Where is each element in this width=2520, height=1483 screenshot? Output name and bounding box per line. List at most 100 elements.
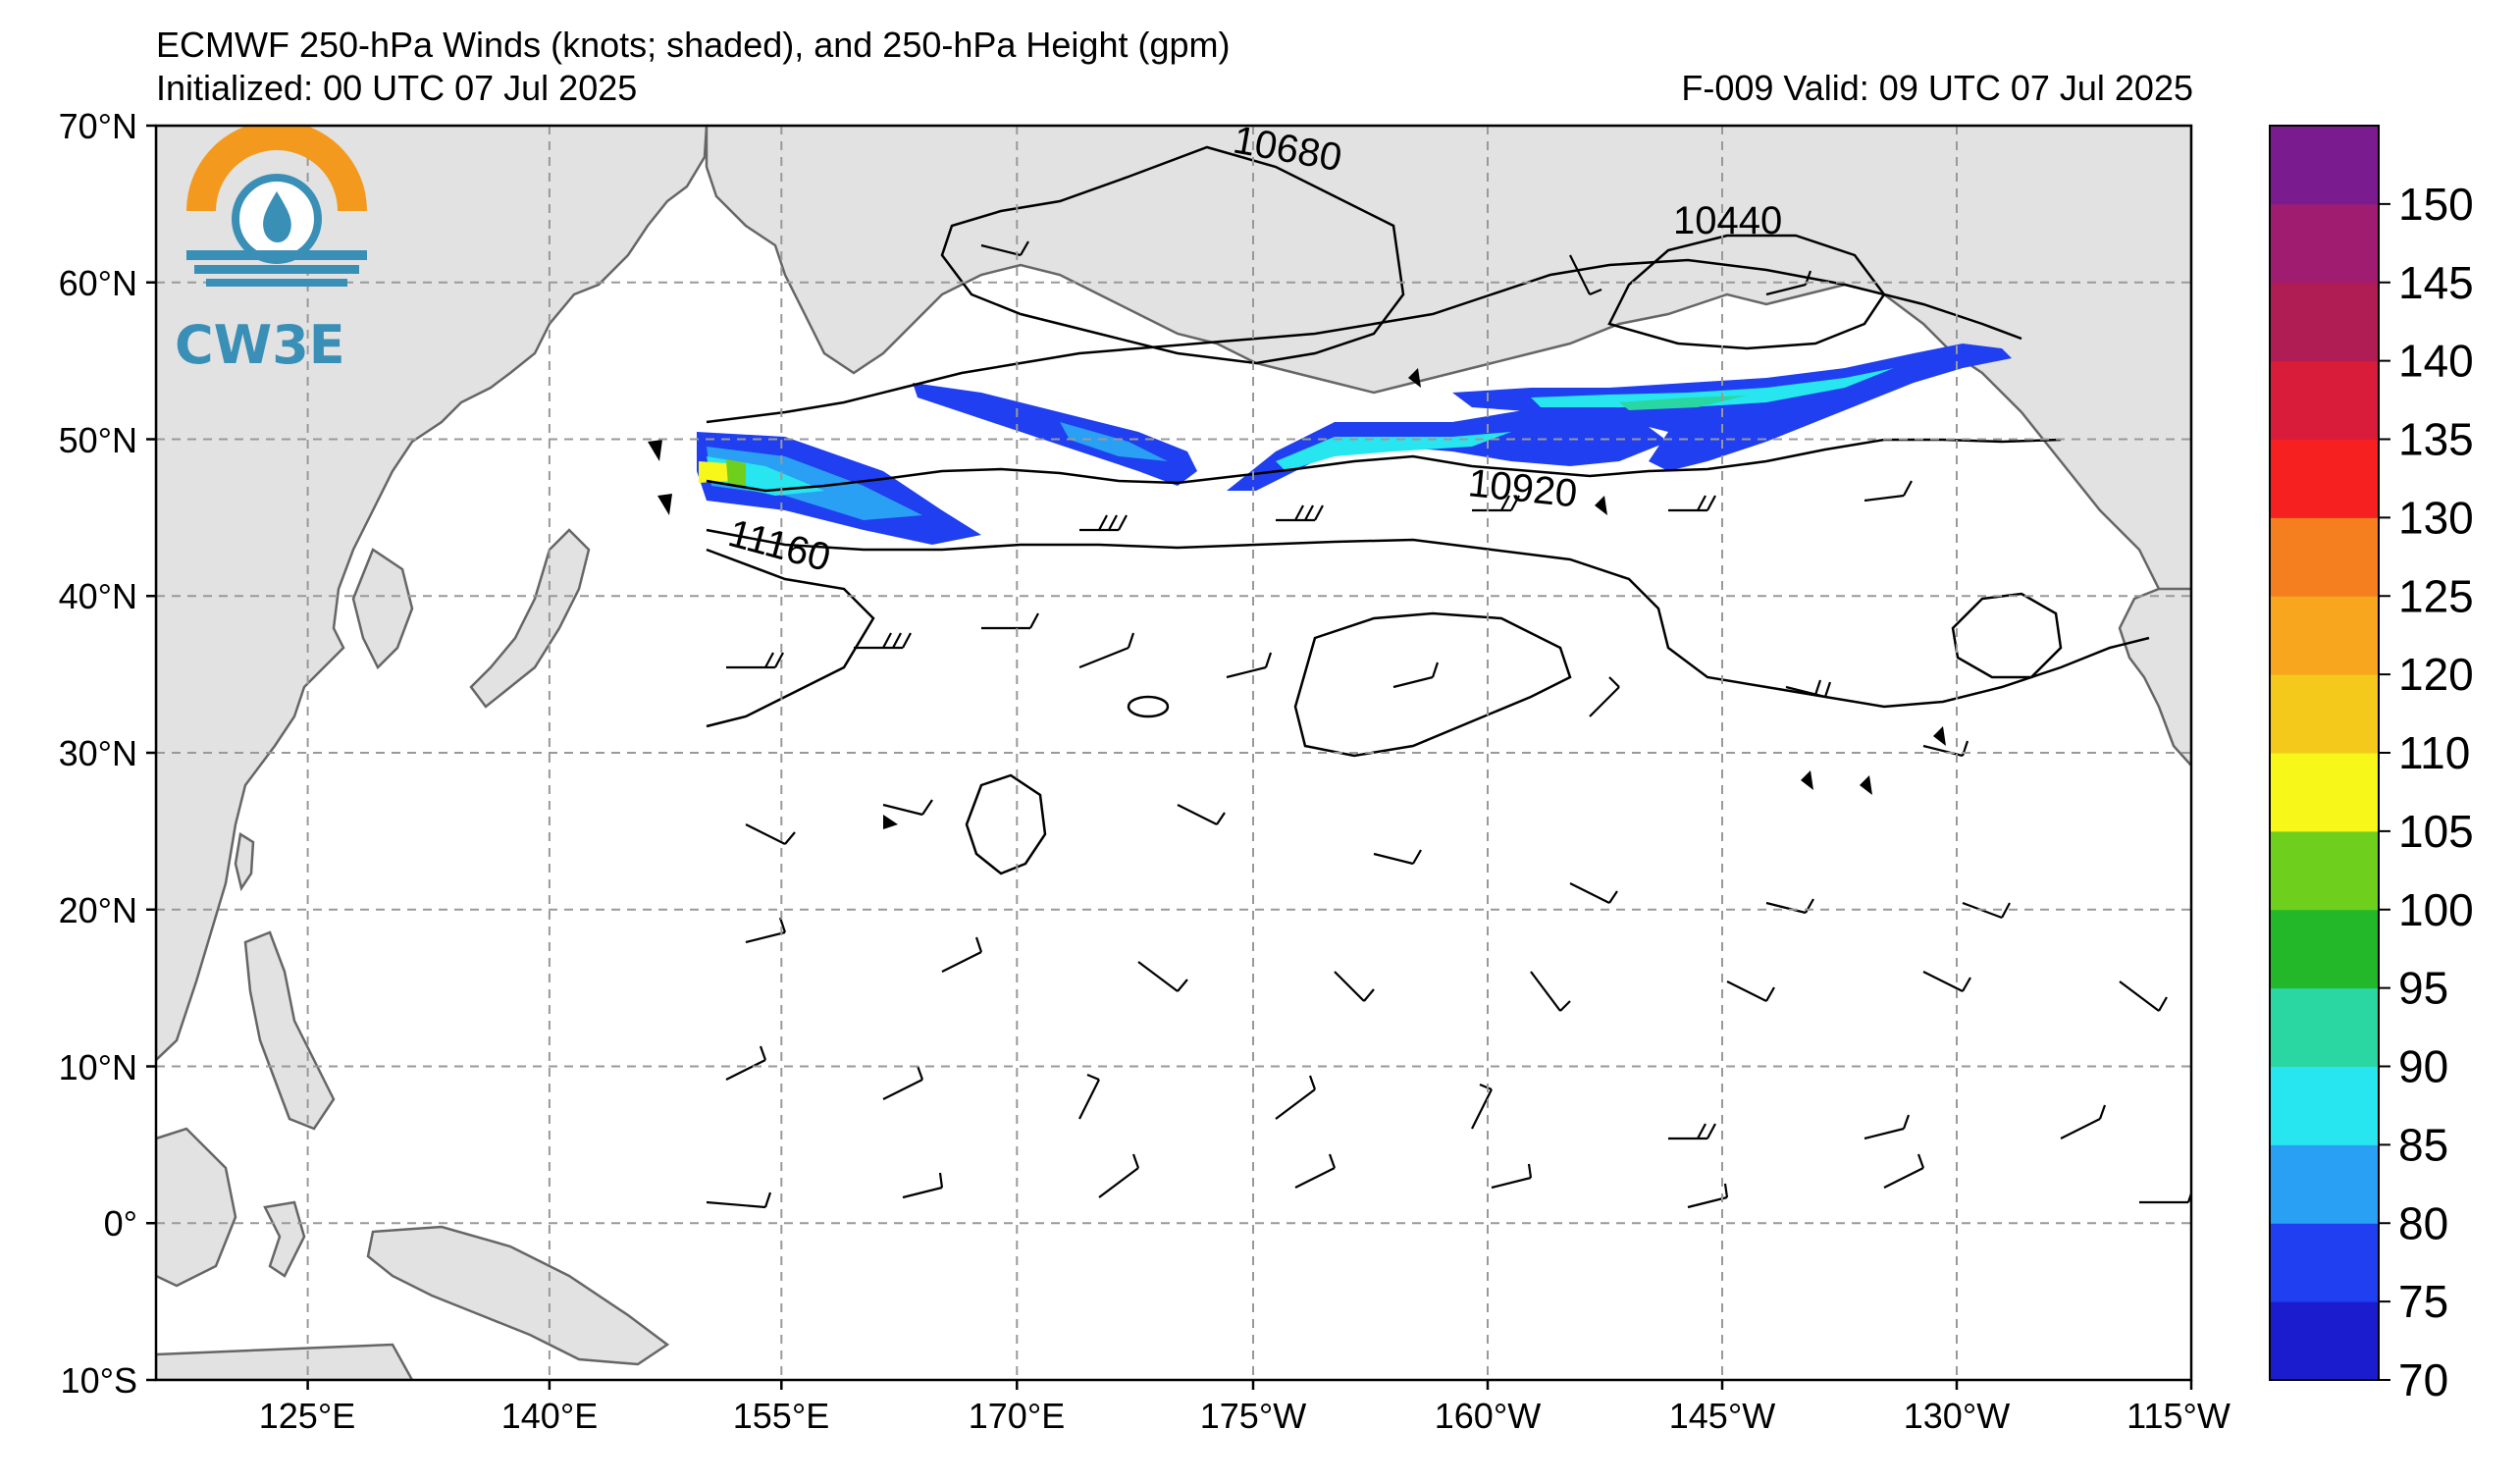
lon-tick-label: 155°E <box>733 1396 829 1436</box>
jet-core-west-inner <box>707 447 922 520</box>
colorbar-label: 150 <box>2398 179 2474 230</box>
wind-barb <box>1226 652 1273 679</box>
lon-tick-label: 145°W <box>1669 1396 1775 1436</box>
colorbar-swatch <box>2270 1223 2379 1302</box>
cw3e-logo: CW3E <box>175 126 367 376</box>
wind-barb <box>726 652 784 669</box>
contour-label: 10440 <box>1673 199 1782 242</box>
wind-barb <box>1668 1123 1716 1140</box>
jet-aleutian <box>913 383 1197 486</box>
wind-barb <box>1883 1153 1925 1189</box>
lon-tick-label: 115°W <box>2126 1396 2231 1436</box>
colorbar-label: 95 <box>2398 963 2448 1014</box>
colorbar-label: 100 <box>2398 884 2474 935</box>
wind-barb <box>1098 1153 1140 1198</box>
asia-landmass <box>156 126 709 1062</box>
wind-barb <box>1491 1163 1533 1190</box>
jet-max-green <box>726 459 746 486</box>
pennant-flag <box>648 440 662 461</box>
pennant-flag <box>1801 770 1813 790</box>
colorbar-label: 105 <box>2398 806 2474 857</box>
contour-south-west <box>706 548 875 728</box>
logo-text: CW3E <box>175 314 345 376</box>
wind-barb <box>902 1172 944 1199</box>
lon-tick-label: 125°E <box>259 1396 355 1436</box>
logo-wave <box>186 250 367 260</box>
wind-barb <box>1276 504 1324 522</box>
logo-wave <box>206 279 347 287</box>
wind-barb <box>1177 804 1226 825</box>
lat-tick-label: 20°N <box>59 890 137 930</box>
colorbar-label: 135 <box>2398 414 2474 465</box>
wind-barb <box>1392 662 1440 689</box>
logo-wave <box>194 265 359 274</box>
wind-barb <box>706 1192 772 1209</box>
wind-barb <box>2119 980 2168 1012</box>
height-contours <box>706 145 2150 875</box>
lat-tick-label: 10°S <box>61 1360 137 1401</box>
wind-barb <box>1569 882 1618 904</box>
lat-tick-label: 30°N <box>59 733 137 773</box>
wind-barb <box>1079 514 1128 532</box>
colorbar-swatch <box>2270 126 2379 205</box>
north-america-coast <box>2118 587 2191 768</box>
alaska-landmass <box>705 126 2191 610</box>
colorbar-swatch <box>2270 830 2379 911</box>
wind-barb <box>980 240 1029 257</box>
korea-peninsula <box>351 548 414 670</box>
wind-barb <box>882 1065 924 1100</box>
graticule <box>156 126 2191 1380</box>
colorbar-label: 90 <box>2398 1041 2448 1092</box>
wind-barb <box>854 632 912 650</box>
contour-10680 <box>940 145 1405 365</box>
wind-barb <box>1137 961 1188 992</box>
lat-tick-label: 40°N <box>59 576 137 616</box>
lon-tick-label: 170°E <box>969 1396 1065 1436</box>
colorbar-label: 140 <box>2398 336 2474 387</box>
colorbar-swatch <box>2270 1066 2379 1145</box>
wind-barb <box>1471 1083 1493 1130</box>
jet-northeast-green <box>1619 396 1747 410</box>
wind-barb <box>1864 1114 1911 1140</box>
colorbar-label: 80 <box>2398 1197 2448 1248</box>
contour-10920-b <box>706 438 2062 493</box>
wind-barb <box>1078 632 1135 669</box>
colorbar: 70 75 80 85 90 95 100 105 110 120 125 130 135 140 145 1… <box>2269 125 2474 1405</box>
new-guinea-island <box>366 1225 670 1366</box>
drop-shape <box>263 191 291 242</box>
contour-low-small <box>965 773 1047 875</box>
wind-barb <box>1530 971 1571 1012</box>
wind-barb <box>1472 495 1520 512</box>
wind-barb <box>1589 676 1620 717</box>
colorbar-swatch <box>2270 360 2379 440</box>
philippines-islands <box>243 930 336 1131</box>
wind-barb <box>1922 971 1971 992</box>
pennant-flag <box>1860 775 1872 795</box>
lat-labels: 70°N 60°N 50°N 40°N 30°N 20°N 10°N 0° 10… <box>59 106 137 1401</box>
wind-barb <box>2060 1104 2107 1139</box>
contour-high-east <box>1293 611 1572 758</box>
jet-max-yellow <box>699 461 731 483</box>
colorbar-swatch <box>2270 517 2379 597</box>
wind-barb <box>882 799 933 817</box>
wind-barb <box>745 917 787 944</box>
lat-tick-label: 50°N <box>59 420 137 460</box>
lon-axis <box>306 1380 2193 1390</box>
contour-11160 <box>706 528 2150 709</box>
wind-barb <box>1373 849 1422 866</box>
wind-barb <box>1785 679 1832 699</box>
colorbar-swatch <box>2270 282 2379 362</box>
wind-barb <box>1687 1183 1729 1209</box>
colorbar-swatch <box>2270 439 2379 518</box>
colorbar-label: 145 <box>2398 257 2474 308</box>
jet-northeast-inner <box>1531 368 1894 407</box>
map-content: 10680 10440 10920 11160 CW3E <box>156 126 2191 1380</box>
lat-tick-label: 10°N <box>59 1047 137 1087</box>
wind-barb <box>981 612 1039 630</box>
colorbar-swatch <box>2270 596 2379 675</box>
contour-tiny <box>1127 695 1170 718</box>
jet-aleutian-inner <box>1060 422 1168 461</box>
lon-tick-label: 130°W <box>1904 1396 2010 1436</box>
colorbar-label: 125 <box>2398 570 2474 621</box>
